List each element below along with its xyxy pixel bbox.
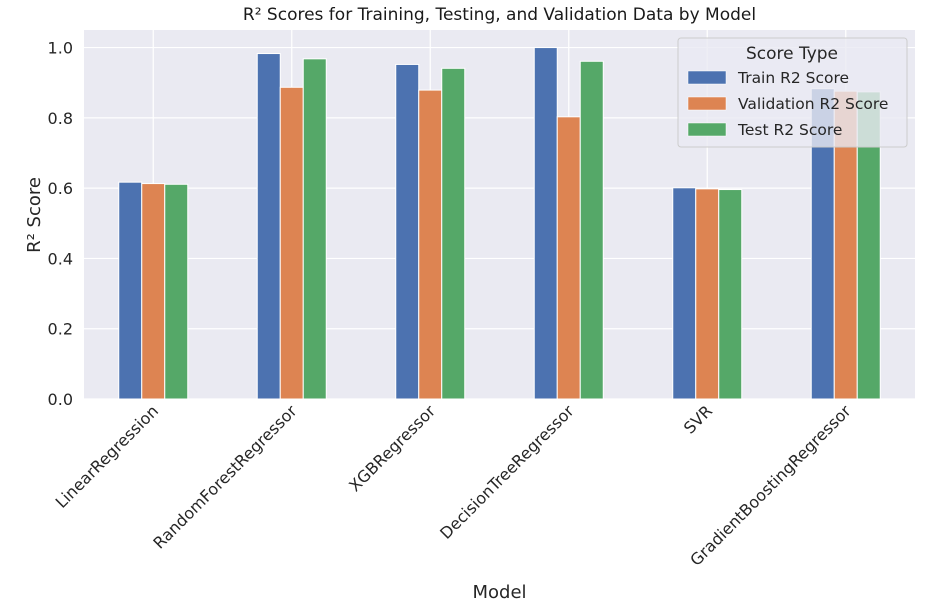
legend-box xyxy=(677,37,908,148)
bars xyxy=(118,47,881,400)
bar xyxy=(141,183,166,400)
legend: Score Type Train R2 Score Validation R2 S… xyxy=(677,37,908,148)
bar xyxy=(164,183,189,400)
y-tick-label: 0.2 xyxy=(48,320,73,339)
bar xyxy=(718,189,743,400)
legend-swatch xyxy=(687,122,727,137)
bar xyxy=(395,63,420,400)
legend-swatch xyxy=(687,70,727,85)
legend-items: Train R2 Score Validation R2 Score Test R2… xyxy=(687,69,888,139)
bar xyxy=(302,58,327,400)
bar xyxy=(695,188,720,400)
legend-label: Train R2 Score xyxy=(737,69,849,87)
y-tick-labels: 0.0 0.2 0.4 0.6 0.8 1.0 xyxy=(48,39,73,409)
y-tick-label: 0.0 xyxy=(48,390,73,409)
y-tick-label: 0.6 xyxy=(48,179,73,198)
legend-label: Validation R2 Score xyxy=(738,95,888,113)
bar xyxy=(672,187,697,400)
bar xyxy=(579,60,604,400)
legend-title: Score Type xyxy=(746,44,838,64)
bar xyxy=(556,116,581,400)
bar xyxy=(256,53,281,400)
y-tick-label: 0.8 xyxy=(48,109,73,128)
x-axis-label: Model xyxy=(472,582,526,603)
legend-label: Test R2 Score xyxy=(737,121,842,139)
y-tick-label: 0.4 xyxy=(48,249,73,268)
bar xyxy=(418,89,443,400)
bar xyxy=(279,86,304,400)
y-axis-label: R² Score xyxy=(24,177,45,253)
bar xyxy=(441,67,466,400)
y-tick-label: 1.0 xyxy=(48,39,73,58)
bar xyxy=(533,47,558,400)
chart-title: R² Scores for Training, Testing, and Val… xyxy=(243,5,756,25)
legend-swatch xyxy=(687,96,727,111)
bar xyxy=(118,181,143,400)
